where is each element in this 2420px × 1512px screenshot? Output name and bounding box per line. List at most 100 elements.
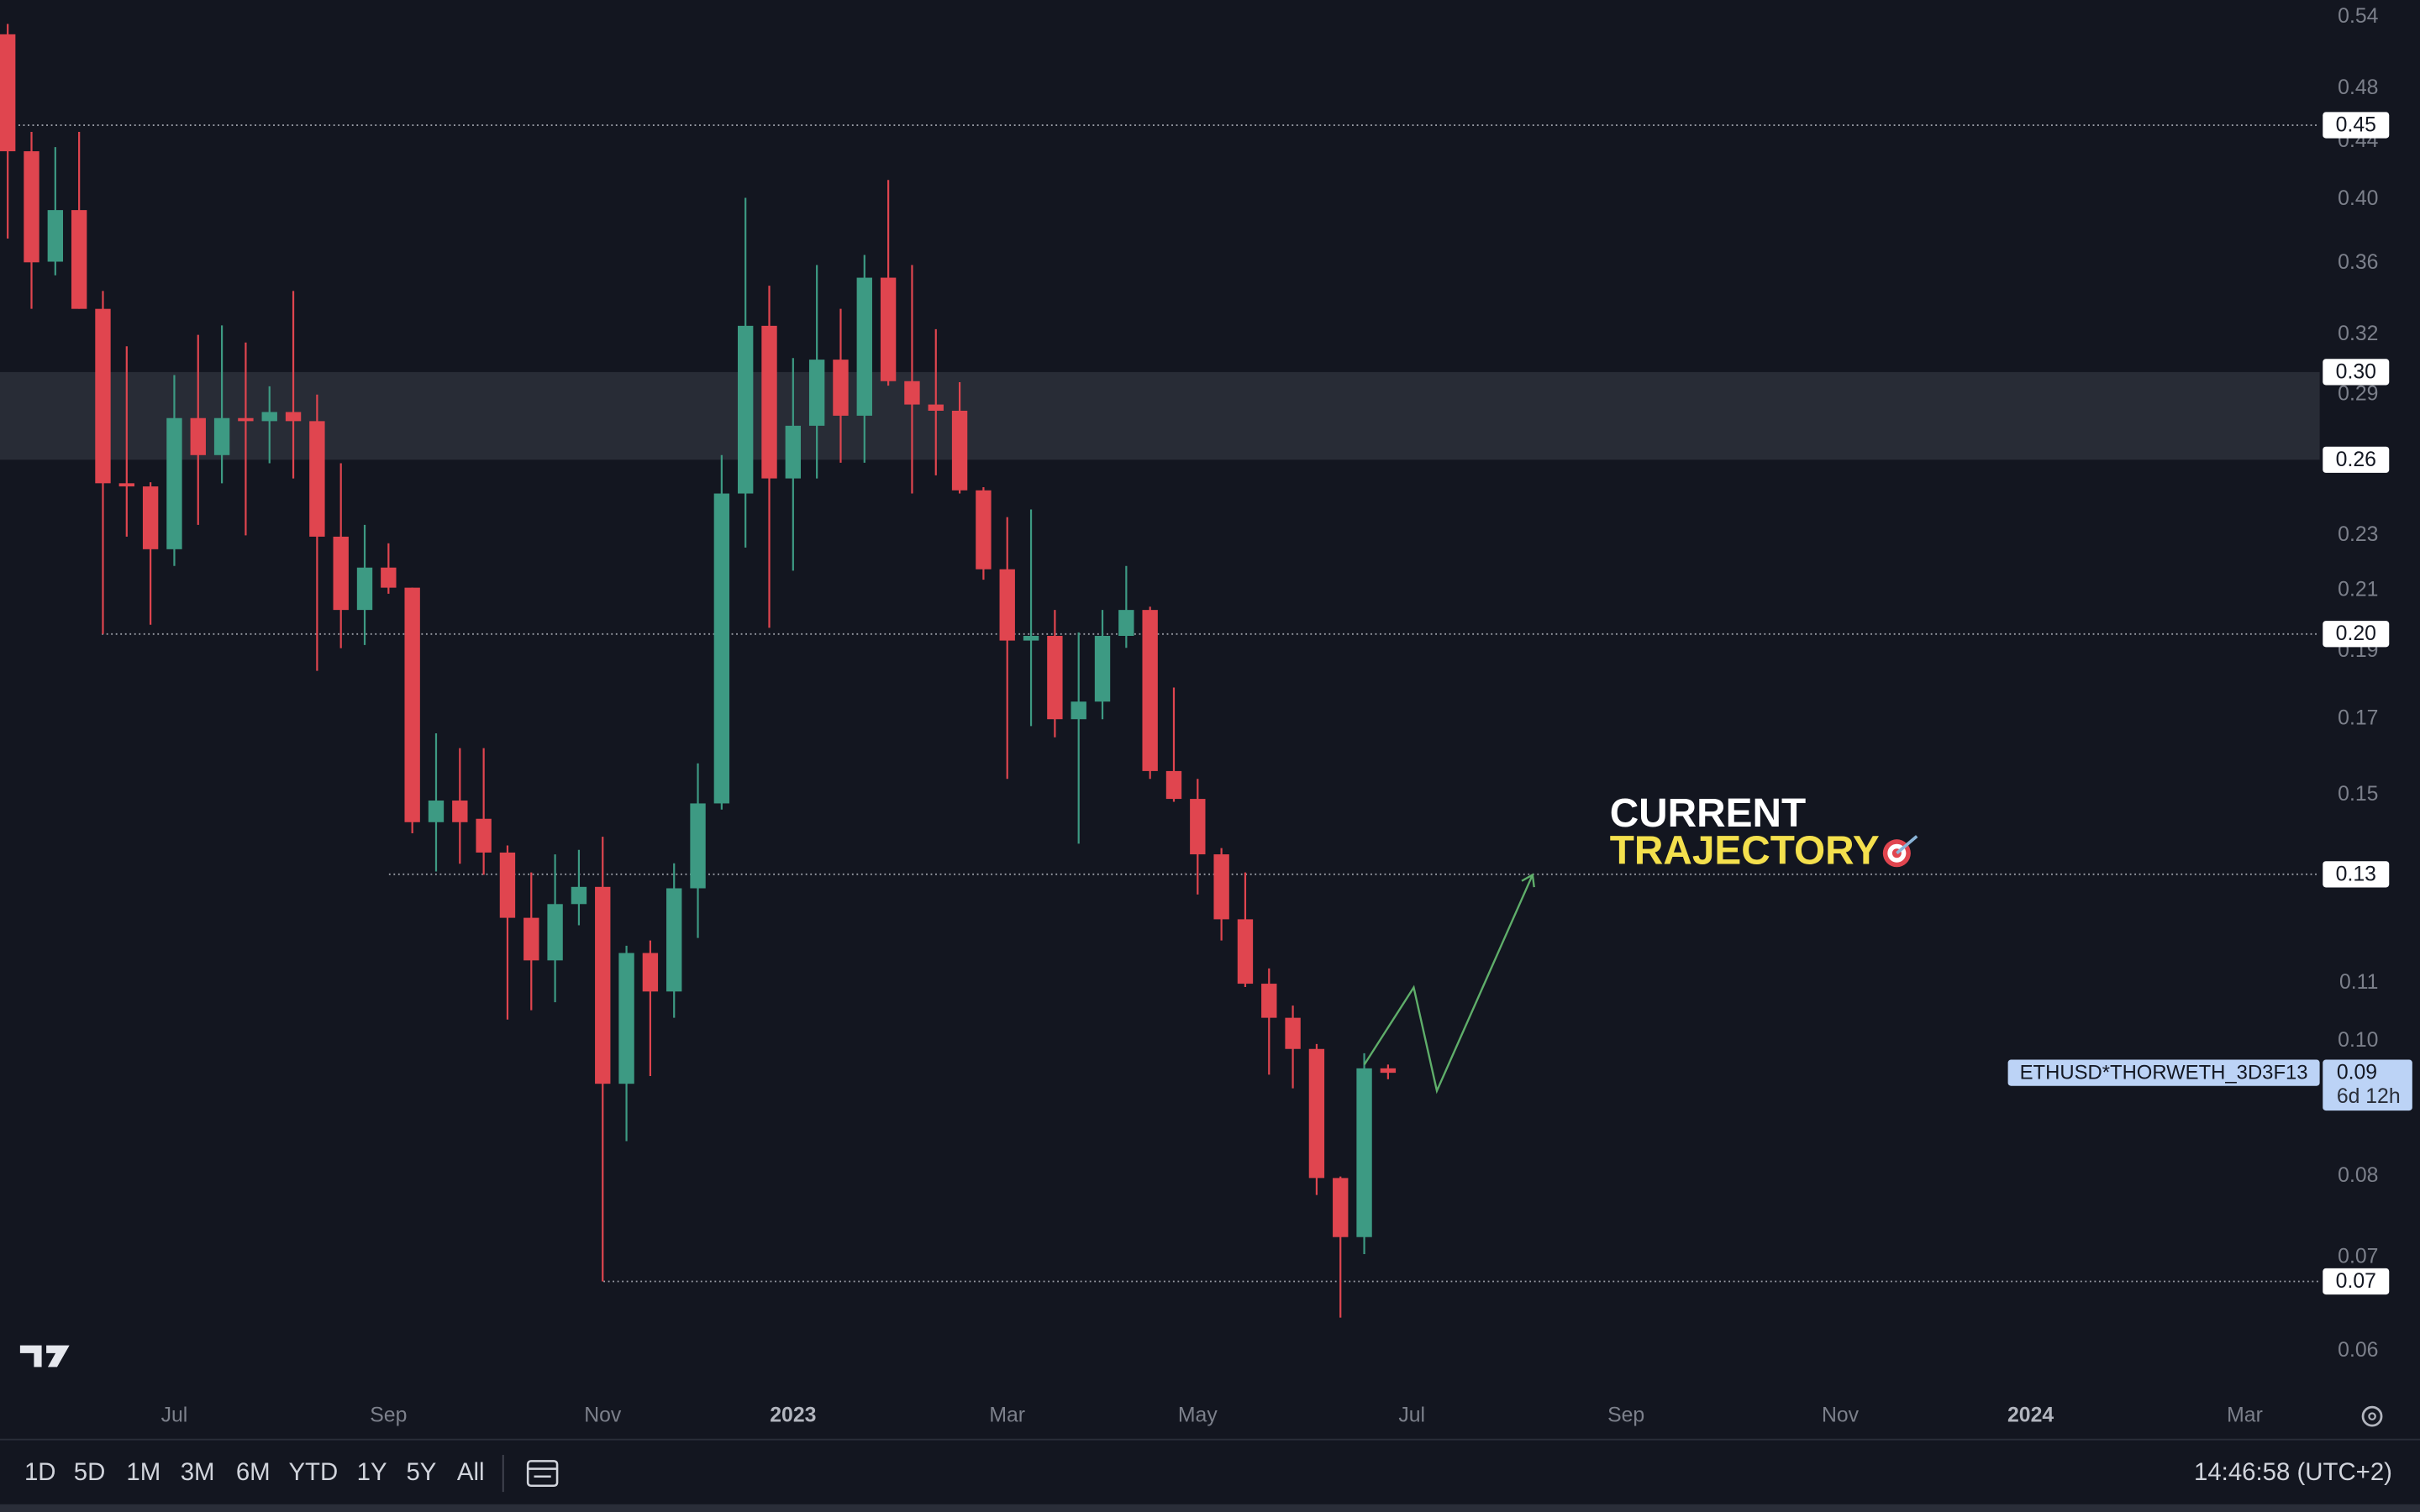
settings-icon[interactable] [2361,1405,2383,1427]
y-tick-label: 0.07 [2338,1246,2378,1268]
candle-body [571,886,587,905]
candle-body [404,587,420,822]
candle-body [737,325,754,494]
range-button[interactable]: 1M [126,1458,160,1486]
arrow-head [1521,873,1535,888]
annotation-line: CURRENT [1610,791,1806,836]
candle-body [476,818,492,853]
symbol-box [2007,1059,2320,1086]
y-tick-label: 0.40 [2338,187,2378,210]
range-button[interactable]: 1D [24,1458,56,1486]
level-label: 0.45 [2336,113,2376,136]
range-button[interactable]: 6M [236,1458,271,1486]
candle-body [1118,610,1134,636]
x-tick-label: Mar [2227,1404,2263,1427]
y-tick-label: 0.48 [2338,76,2378,99]
candle-body [261,412,277,422]
level-label-box [2323,359,2390,386]
price-label: 0.09 [2337,1062,2377,1084]
candle-body [713,493,730,804]
countdown: 6d 12h [2337,1085,2401,1108]
candle-body [1190,799,1206,855]
level-label: 0.13 [2336,863,2376,885]
candle-body [428,801,445,822]
candle-body [285,412,302,422]
candle-body [1213,854,1229,920]
annotation-line: TRAJECTORY [1610,828,1880,873]
candle-body [47,210,64,262]
candle-body [1047,635,1063,720]
candle-body [1165,770,1182,800]
level-label-box [2323,112,2390,139]
candle-body [928,404,944,411]
candle-body [1261,984,1277,1018]
candle-body [333,536,349,611]
x-tick-label: Mar [989,1404,1025,1427]
y-tick-label: 0.06 [2338,1339,2378,1362]
y-tick-label: 0.54 [2338,5,2378,28]
candle-body [951,410,968,491]
x-tick-label: May [1178,1404,1218,1427]
range-button[interactable]: 5Y [406,1458,436,1486]
candle-body [808,360,825,426]
candle-body [547,904,563,961]
y-tick-label: 0.11 [2339,971,2378,994]
level-label-box [2323,621,2390,648]
level-label-box [2323,446,2390,473]
candle-body [356,567,373,611]
candle-body [1142,610,1158,771]
level-label: 0.07 [2336,1270,2376,1293]
range-button[interactable]: YTD [288,1458,338,1486]
target-icon [1882,835,1918,868]
date-range-icon[interactable] [526,1460,559,1488]
candle-body [642,953,659,992]
bottom-strip [0,1504,2420,1512]
y-tick-label: 0.29 [2338,382,2378,405]
candle-body [690,803,706,889]
x-tick-label: Sep [370,1404,407,1427]
candle-body [238,417,254,422]
x-tick-label: Jul [161,1404,188,1427]
trajectory-arrow [1363,874,1534,1095]
y-tick-label: 0.36 [2338,251,2378,274]
level-label: 0.30 [2336,360,2376,383]
level-label-box [2323,1268,2390,1295]
candle-body [95,308,111,484]
candle-body [1380,1068,1397,1074]
candle-body [24,151,39,263]
candle-body [761,325,777,479]
range-button[interactable]: 5D [74,1458,106,1486]
candle-body [1285,1017,1301,1049]
x-tick-label: Nov [584,1404,622,1427]
x-tick-label: Sep [1607,1404,1644,1427]
candle-body [452,801,468,822]
symbol-label: ETHUSD*THORWETH_3D3F13 [2020,1061,2308,1084]
resistance-zone [0,371,2320,460]
candle-body [666,888,682,992]
candle-body [118,483,134,487]
y-tick-label: 0.10 [2338,1029,2378,1052]
candle-body [1023,635,1039,641]
y-tick-label: 0.32 [2338,323,2378,345]
tv-logo [19,1345,70,1368]
range-button[interactable]: All [457,1458,485,1486]
candle-body [190,417,206,455]
candle-body [1356,1068,1372,1237]
y-tick-label: 0.17 [2338,706,2378,729]
candle-body [499,852,516,918]
range-button[interactable]: 1Y [357,1458,387,1486]
candle-body [833,360,849,416]
candle-body [856,277,872,416]
range-button[interactable]: 3M [181,1458,215,1486]
level-label: 0.20 [2336,622,2376,645]
candle-body [1071,701,1086,720]
x-tick-label: 2023 [770,1404,816,1427]
clock: 14:46:58 (UTC+2) [2194,1458,2392,1486]
candle-body [523,917,539,961]
candle-body [309,421,325,537]
level-label-box [2323,861,2390,888]
candle-body [904,381,920,405]
y-tick-label: 0.08 [2338,1164,2378,1187]
candle-body [785,425,802,479]
